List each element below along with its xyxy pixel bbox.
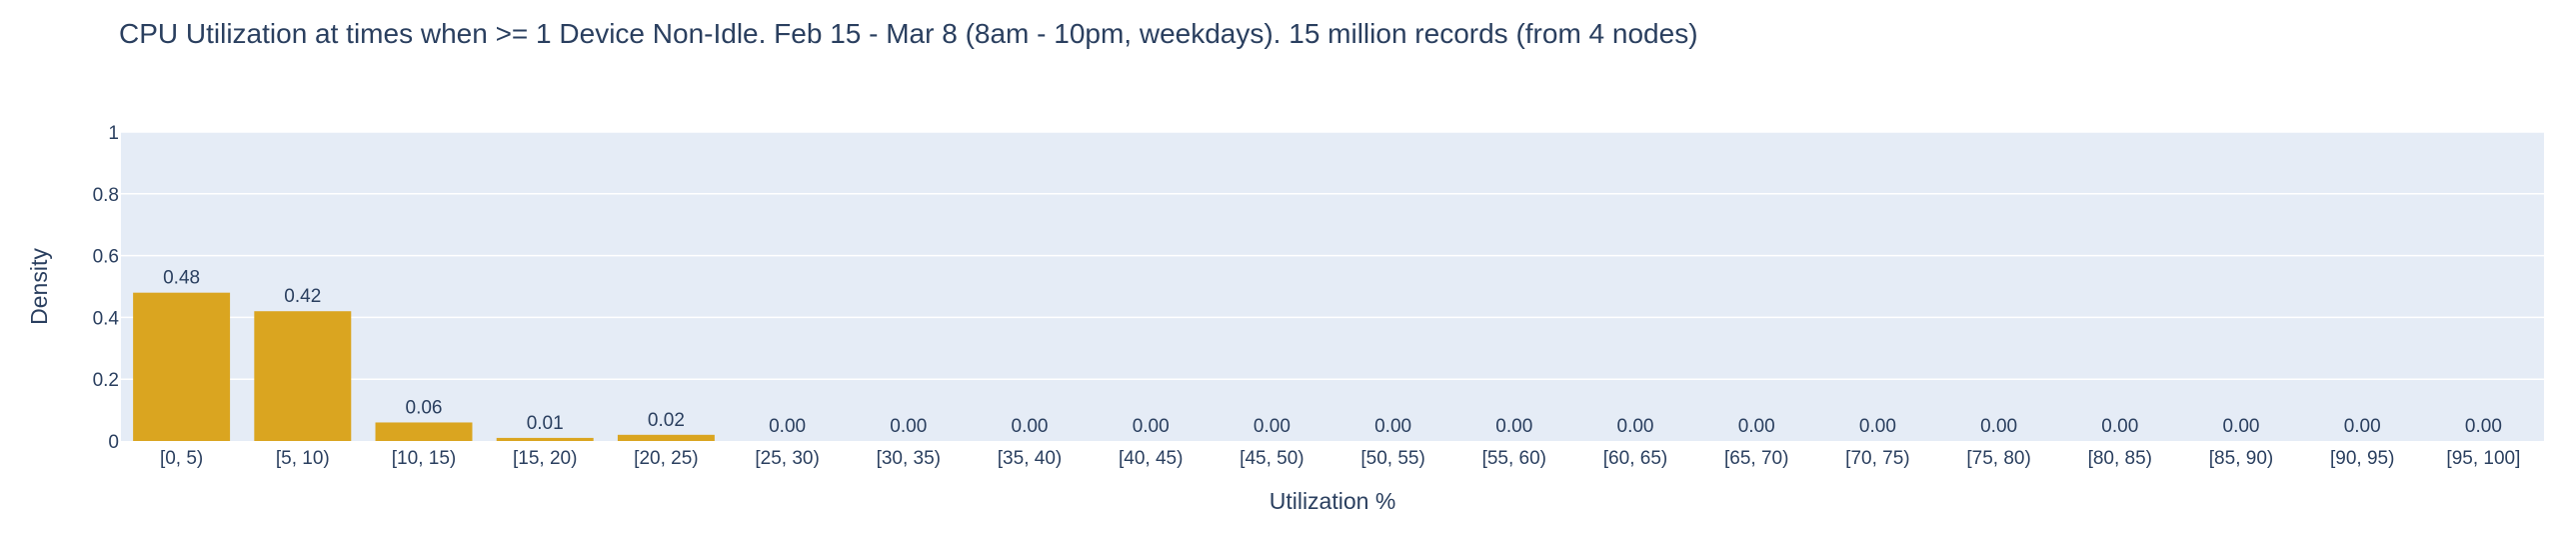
x-tick-label: [0, 5) — [160, 448, 203, 469]
data-labels: 0.48 0.42 0.06 0.01 0.02 0.00 0.00 0.00 0.00 0.00… — [163, 268, 2502, 437]
x-tick-label: [80, 85) — [2088, 448, 2152, 469]
bar — [375, 422, 473, 441]
gridlines — [121, 131, 2544, 380]
bar-value-label: 0.00 — [769, 416, 806, 437]
bar-value-label: 0.00 — [1859, 416, 1896, 437]
x-tick-label: [35, 40) — [998, 448, 1062, 469]
bar-value-label: 0.00 — [1012, 416, 1049, 437]
x-tick-label: [60, 65) — [1603, 448, 1667, 469]
bar-value-label: 0.00 — [1374, 416, 1411, 437]
bar-value-label: 0.00 — [1133, 416, 1170, 437]
bar-value-label: 0.02 — [648, 410, 685, 431]
x-tick-label: [45, 50) — [1240, 448, 1303, 469]
x-tick-label: [65, 70) — [1724, 448, 1788, 469]
bar-value-label: 0.00 — [1495, 416, 1532, 437]
bars — [133, 292, 715, 441]
y-tick-label: 1 — [108, 123, 119, 144]
y-tick-label: 0.8 — [93, 185, 119, 206]
chart-title: CPU Utilization at times when >= 1 Devic… — [119, 18, 1698, 49]
x-axis-title: Utilization % — [1270, 488, 1396, 514]
plot-background — [121, 132, 2544, 441]
bar — [133, 292, 231, 441]
bar-value-label: 0.06 — [406, 397, 443, 418]
y-tick-label: 0.4 — [93, 308, 120, 329]
y-tick-label: 0.2 — [93, 370, 119, 391]
bar — [496, 437, 594, 441]
bar-value-label: 0.00 — [2101, 416, 2138, 437]
x-tick-label: [95, 100] — [2446, 448, 2520, 469]
x-tick-label: [50, 55) — [1360, 448, 1424, 469]
x-tick-label: [15, 20) — [513, 448, 577, 469]
bar-value-label: 0.48 — [163, 268, 200, 289]
bar-value-label: 0.00 — [2344, 416, 2381, 437]
bar — [617, 434, 715, 441]
bar-value-label: 0.42 — [284, 286, 321, 307]
y-tick-label: 0.6 — [93, 247, 119, 268]
bar-value-label: 0.00 — [1738, 416, 1775, 437]
x-tick-label: [90, 95) — [2330, 448, 2394, 469]
x-tick-label: [10, 15) — [392, 448, 456, 469]
x-tick-label: [25, 30) — [755, 448, 819, 469]
bar-value-label: 0.00 — [2465, 416, 2502, 437]
bar-value-label: 0.00 — [2223, 416, 2260, 437]
x-tick-label: [40, 45) — [1119, 448, 1183, 469]
bar-value-label: 0.00 — [1980, 416, 2017, 437]
bar — [254, 311, 352, 441]
bar-value-label: 0.01 — [527, 413, 564, 434]
x-tick-label: [20, 25) — [634, 448, 698, 469]
x-tick-label: [75, 80) — [1966, 448, 2030, 469]
x-tick-label: [55, 60) — [1482, 448, 1546, 469]
y-tick-label: 0 — [108, 432, 119, 453]
x-tick-label: [70, 75) — [1845, 448, 1909, 469]
x-tick-label: [30, 35) — [877, 448, 941, 469]
x-tick-label: [5, 10) — [276, 448, 330, 469]
x-axis-ticks: [0, 5) [5, 10) [10, 15) [15, 20) [20, 25) [25… — [160, 448, 2520, 469]
y-axis-ticks: 0 0.2 0.4 0.6 0.8 1 — [93, 123, 120, 453]
bar-value-label: 0.00 — [1617, 416, 1654, 437]
y-axis-title: Density — [26, 248, 52, 325]
bar-value-label: 0.00 — [890, 416, 927, 437]
x-tick-label: [85, 90) — [2209, 448, 2273, 469]
bar-value-label: 0.00 — [1254, 416, 1290, 437]
